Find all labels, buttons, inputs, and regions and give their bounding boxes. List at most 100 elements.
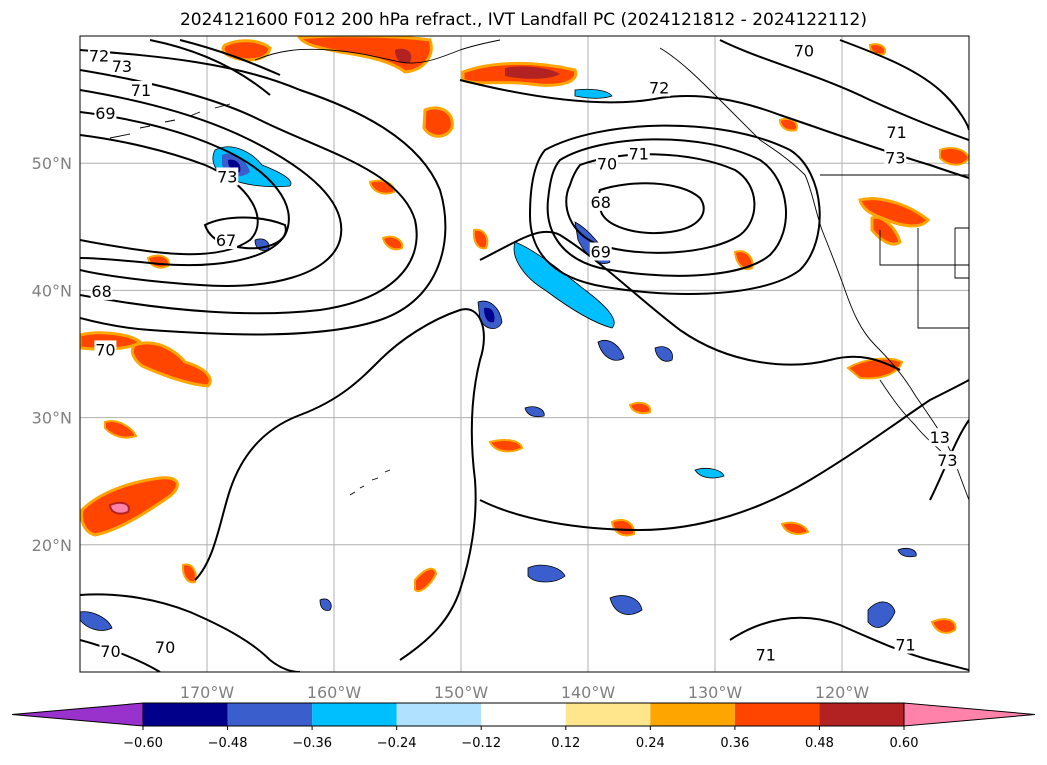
negative-blob — [484, 307, 495, 323]
alaska-coast — [254, 39, 501, 64]
contour-label-bg — [792, 41, 815, 60]
colorbar-extend-min — [11, 702, 144, 727]
contour-label: 71 — [886, 123, 906, 142]
contour-label: 70 — [100, 642, 120, 661]
positive-anomaly-areas — [80, 36, 969, 634]
map-title: 2024121600 F012 200 hPa refract., IVT La… — [179, 10, 867, 30]
contour-line — [80, 89, 343, 287]
colorbar-segment — [565, 703, 651, 726]
contour-label-bg — [627, 144, 650, 163]
positive-blob — [610, 518, 636, 537]
contour-line — [459, 79, 969, 179]
colorbar-segment — [227, 703, 313, 726]
positive-blob — [381, 235, 404, 251]
negative-blob — [609, 595, 643, 615]
contour-label: 70 — [794, 42, 814, 61]
positive-blob — [80, 476, 179, 537]
lon-tick-label: 150°W — [434, 683, 489, 702]
coastlines — [109, 39, 969, 501]
lon-tick-label: 140°W — [561, 683, 616, 702]
contour-line — [80, 593, 301, 672]
contour-line — [80, 111, 290, 267]
contour-label: 70 — [155, 638, 175, 657]
contour-label: 71 — [629, 145, 649, 164]
latitude-labels: 50°N 40°N 30°N 20°N — [32, 154, 72, 555]
lon-tick-label: 130°W — [688, 683, 743, 702]
contour-line — [80, 134, 259, 256]
negative-blob — [867, 601, 896, 628]
lon-tick-label: 170°W — [180, 683, 235, 702]
positive-blob — [505, 66, 560, 79]
positive-blob — [939, 147, 969, 166]
contour-label: 68 — [91, 282, 111, 301]
contour-label: 69 — [95, 104, 115, 123]
colorbar-segment — [481, 703, 566, 726]
contour-label: 72 — [89, 47, 109, 66]
contour-line — [194, 308, 485, 661]
colorbar-tick-label: 0.24 — [636, 736, 665, 751]
positive-blob — [395, 48, 412, 64]
positive-blob — [146, 254, 170, 269]
negative-blob — [524, 406, 545, 418]
contour-label: 69 — [591, 243, 611, 262]
contour-label: 71 — [895, 636, 915, 655]
anomaly-shading — [80, 36, 969, 634]
colorbar-segment — [650, 703, 735, 726]
contour-line — [479, 230, 901, 371]
lat-tick-label: 40°N — [32, 281, 72, 300]
contour-label-bg — [129, 80, 152, 99]
positive-blob — [870, 215, 902, 246]
contour-line — [719, 39, 969, 141]
contour-label-bg — [110, 56, 133, 75]
contour-line — [80, 49, 447, 336]
contour-label-bg — [589, 242, 612, 261]
contour-label-bg — [596, 154, 619, 173]
lat-tick-label: 30°N — [32, 409, 72, 428]
negative-blob — [513, 241, 615, 329]
contour-label: 68 — [591, 193, 611, 212]
baja-california — [879, 379, 946, 456]
positive-blob — [488, 439, 524, 453]
contour-label: 71 — [756, 646, 776, 665]
negative-blob — [694, 468, 725, 479]
colorbar-tick-label: 0.36 — [720, 736, 749, 751]
positive-blob — [930, 618, 957, 634]
colorbar-segment — [734, 703, 820, 726]
contour-label-bg — [885, 122, 908, 141]
contour-label-bg — [215, 231, 238, 250]
longitude-labels: 170°W 160°W 150°W 140°W 130°W 120°W — [180, 683, 870, 702]
contour-label-bg — [94, 103, 117, 122]
negative-blob — [80, 611, 113, 631]
colorbar-segment — [819, 703, 904, 726]
contour-label-bg — [94, 340, 117, 359]
negative-blob — [574, 88, 613, 99]
contour-label: 67 — [216, 231, 236, 250]
negative-blob — [319, 598, 332, 611]
contour-label-bg — [154, 638, 177, 657]
positive-blob — [868, 43, 886, 56]
colorbar-tick-label: 0.48 — [805, 736, 834, 751]
contour-label-bg — [589, 192, 612, 211]
positive-blob — [297, 36, 433, 74]
colorbar-tick-label: 0.60 — [890, 736, 919, 751]
contour-label: 70 — [597, 155, 617, 174]
negative-blob — [527, 564, 566, 583]
contour-label-bg — [936, 451, 959, 470]
contour-label: 73 — [217, 167, 237, 186]
contour-line — [479, 379, 969, 532]
lat-tick-label: 50°N — [32, 154, 72, 173]
colorbar: −0.60 −0.48 −0.36 −0.24 −0.12 0.12 0.24 0.36 0.4… — [11, 702, 1036, 751]
north-america-coast — [659, 47, 969, 501]
contour-line — [597, 182, 705, 234]
negative-blob — [597, 340, 625, 361]
positive-blob — [414, 567, 438, 592]
hawaii-islands — [349, 469, 391, 496]
map-frame — [79, 35, 970, 673]
lon-tick-label: 120°W — [815, 683, 870, 702]
contour-label-bg — [754, 645, 777, 664]
positive-blob — [130, 341, 212, 388]
contour-label: 73 — [885, 148, 905, 167]
contour-label: 13 — [930, 428, 950, 447]
contour-label: 73 — [937, 451, 957, 470]
contour-label-bg — [99, 641, 122, 660]
